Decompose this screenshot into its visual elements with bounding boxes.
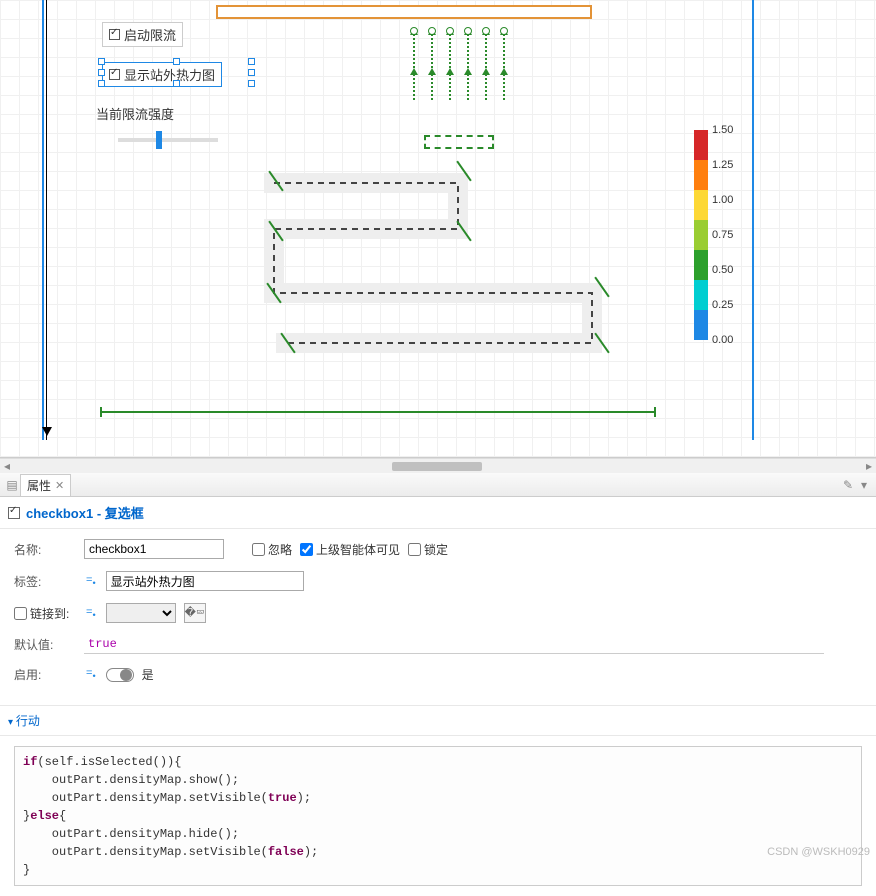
blue-border	[42, 0, 44, 440]
linkto-combo[interactable]	[106, 603, 176, 623]
flow-arrow-icon	[503, 70, 505, 100]
menu-icon[interactable]: ▾	[856, 477, 872, 493]
flow-arrow-icon	[431, 70, 433, 100]
blue-border	[752, 0, 754, 440]
row-default: 默认值: true	[14, 635, 862, 654]
selection-handle[interactable]	[248, 69, 255, 76]
canvas-area[interactable]: 启动限流显示站外热力图当前限流强度 1.501.251.000.750.500.2…	[0, 0, 876, 458]
horizontal-scrollbar[interactable]: ◂ ▸	[0, 458, 876, 473]
row-label: 标签: =•	[14, 571, 862, 591]
tab-bar: ▤ 属性 ✕ ✎ ▾	[0, 473, 876, 497]
default-label: 默认值:	[14, 636, 76, 653]
selection-handle[interactable]	[98, 80, 105, 87]
parent-visible-checkbox[interactable]: 上级智能体可见	[300, 541, 400, 558]
queue-node[interactable]	[424, 135, 494, 149]
canvas-checkbox[interactable]: 启动限流	[102, 22, 183, 47]
static-value-icon[interactable]: =•	[84, 667, 98, 681]
selection-handle[interactable]	[98, 58, 105, 65]
properties-icon: ▤	[4, 477, 20, 493]
queue-segment	[264, 219, 468, 239]
slider-thumb[interactable]	[156, 131, 162, 149]
colorbar: 1.501.251.000.750.500.250.00	[694, 130, 708, 340]
edit-icon[interactable]: ✎	[840, 477, 856, 493]
flow-arrow-icon	[413, 70, 415, 100]
bottom-wall	[100, 411, 656, 413]
static-value-icon[interactable]: =•	[84, 574, 98, 588]
action-code-editor[interactable]: if(self.isSelected()){ outPart.densityMa…	[14, 746, 862, 886]
strength-slider[interactable]	[118, 138, 218, 142]
scrollbar-thumb[interactable]	[392, 462, 482, 471]
close-icon[interactable]: ✕	[55, 479, 64, 492]
enable-toggle[interactable]	[106, 668, 134, 682]
row-linkto: 链接到: =• �⮹	[14, 603, 862, 623]
label-label: 标签:	[14, 573, 76, 590]
label-input[interactable]	[106, 571, 304, 591]
property-title: checkbox1 - 复选框	[26, 503, 144, 522]
row-name: 名称: 忽略 上级智能体可见 锁定	[14, 539, 862, 559]
canvas-checkbox[interactable]: 显示站外热力图	[102, 62, 222, 87]
linkto-checkbox[interactable]: 链接到:	[14, 605, 76, 622]
name-input[interactable]	[84, 539, 224, 559]
row-enable: 启用: =• 是	[14, 666, 862, 683]
checkbox-type-icon	[8, 507, 20, 519]
y-axis	[46, 0, 47, 440]
queue-segment	[276, 333, 602, 353]
ignore-checkbox[interactable]: 忽略	[252, 541, 292, 558]
watermark: CSDN @WSKH0929	[767, 846, 870, 858]
enable-label: 启用:	[14, 666, 76, 683]
entrance-rect[interactable]	[216, 5, 592, 19]
tab-label: 属性	[27, 477, 51, 494]
selection-handle[interactable]	[248, 80, 255, 87]
queue-segment	[264, 283, 602, 303]
section-action-header[interactable]: 行动	[0, 705, 876, 736]
property-body: 名称: 忽略 上级智能体可见 锁定 标签: =• 链接到: =• �⮹ 默认值:…	[0, 529, 876, 705]
default-value[interactable]: true	[84, 635, 824, 654]
selection-handle[interactable]	[173, 58, 180, 65]
enable-value: 是	[142, 666, 154, 683]
selection-handle[interactable]	[248, 58, 255, 65]
linkto-browse-button[interactable]: �⮹	[184, 603, 206, 623]
flow-arrow-icon	[485, 70, 487, 100]
flow-arrow-icon	[467, 70, 469, 100]
property-header: checkbox1 - 复选框	[0, 497, 876, 529]
lock-checkbox[interactable]: 锁定	[408, 541, 448, 558]
flow-arrow-icon	[449, 70, 451, 100]
queue-segment	[264, 173, 468, 193]
tab-properties[interactable]: 属性 ✕	[20, 474, 71, 496]
selection-handle[interactable]	[173, 80, 180, 87]
selection-handle[interactable]	[98, 69, 105, 76]
checkbox-tick-icon	[109, 69, 120, 80]
static-value-icon[interactable]: =•	[84, 606, 98, 620]
name-label: 名称:	[14, 541, 76, 558]
strength-label: 当前限流强度	[96, 104, 174, 123]
checkbox-tick-icon	[109, 29, 120, 40]
